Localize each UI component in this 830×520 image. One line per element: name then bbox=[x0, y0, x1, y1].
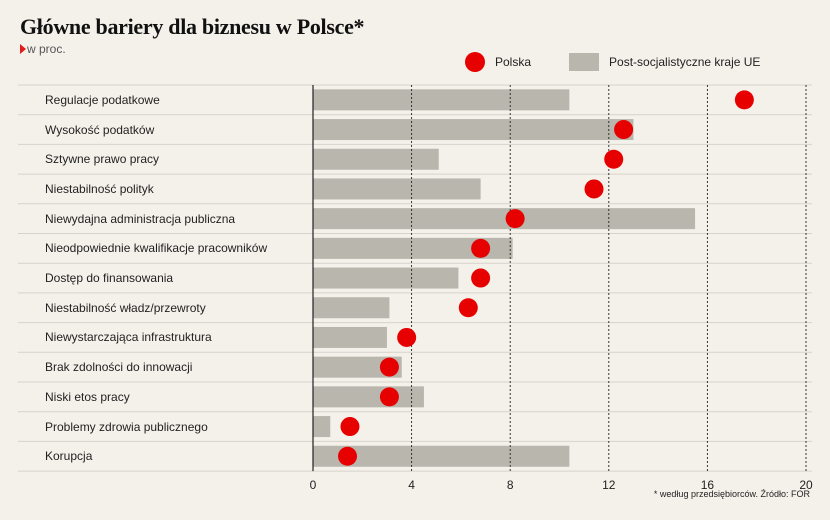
bar-post-soc bbox=[313, 386, 424, 408]
category-label: Wysokość podatków bbox=[45, 122, 155, 137]
dot-polska bbox=[458, 298, 478, 318]
category-label: Problemy zdrowia publicznego bbox=[45, 419, 208, 434]
bar-post-soc bbox=[313, 267, 459, 289]
category-label: Korupcja bbox=[45, 449, 93, 464]
category-label: Niestabilność władz/przewroty bbox=[45, 300, 206, 315]
category-label: Dostęp do finansowania bbox=[45, 271, 174, 286]
legend-polska-dot bbox=[465, 52, 485, 72]
bar-post-soc bbox=[313, 119, 634, 141]
category-label: Niewydajna administracja publiczna bbox=[45, 211, 236, 226]
x-tick-label: 8 bbox=[507, 478, 514, 492]
dot-polska bbox=[340, 417, 360, 437]
category-label: Regulacje podatkowe bbox=[45, 92, 160, 107]
category-label: Niski etos pracy bbox=[45, 389, 130, 404]
x-tick-label: 12 bbox=[602, 478, 616, 492]
x-tick-label: 0 bbox=[310, 478, 317, 492]
bar-post-soc bbox=[313, 237, 513, 259]
category-label: Niestabilność polityk bbox=[45, 181, 154, 196]
chart-title: Główne bariery dla biznesu w Polsce* bbox=[20, 14, 365, 39]
x-tick-label: 20 bbox=[799, 478, 813, 492]
category-label: Sztywne prawo pracy bbox=[45, 152, 160, 167]
legend-polska-label: Polska bbox=[495, 55, 532, 69]
dot-polska bbox=[397, 327, 417, 347]
footnote: * według przedsiębiorców. Źródło: FOR bbox=[653, 489, 810, 499]
bar-post-soc bbox=[313, 148, 439, 170]
red-triangle-icon bbox=[20, 44, 26, 54]
x-tick-label: 4 bbox=[408, 478, 415, 492]
dot-polska bbox=[604, 149, 624, 169]
bar-post-soc bbox=[313, 178, 481, 200]
bar-post-soc bbox=[313, 297, 390, 319]
legend-post-soc-label: Post-socjalistyczne kraje UE bbox=[609, 55, 761, 69]
dot-polska bbox=[471, 238, 491, 258]
bar-post-soc bbox=[313, 356, 402, 378]
dot-polska bbox=[338, 446, 358, 466]
x-tick-label: 16 bbox=[701, 478, 715, 492]
bar-post-soc bbox=[313, 89, 570, 111]
category-label: Brak zdolności do innowacji bbox=[45, 360, 193, 375]
dot-polska bbox=[734, 90, 754, 110]
legend: Polska Post-socjalistyczne kraje UE bbox=[465, 52, 760, 72]
category-label: Nieodpowiednie kwalifikacje pracowników bbox=[45, 241, 268, 256]
bar-post-soc bbox=[313, 445, 570, 467]
dot-polska bbox=[505, 209, 525, 229]
bar-post-soc bbox=[313, 416, 331, 438]
chart-subtitle: w proc. bbox=[20, 42, 66, 56]
dot-polska bbox=[471, 268, 491, 288]
dot-polska bbox=[614, 120, 634, 140]
category-label: Niewystarczająca infrastruktura bbox=[45, 330, 212, 345]
bar-post-soc bbox=[313, 208, 696, 230]
dot-polska bbox=[584, 179, 604, 199]
bar-post-soc bbox=[313, 326, 387, 348]
dot-polska bbox=[379, 357, 399, 377]
dot-polska bbox=[379, 387, 399, 407]
subtitle-text: w proc. bbox=[27, 42, 66, 56]
legend-post-soc-swatch bbox=[569, 53, 600, 71]
